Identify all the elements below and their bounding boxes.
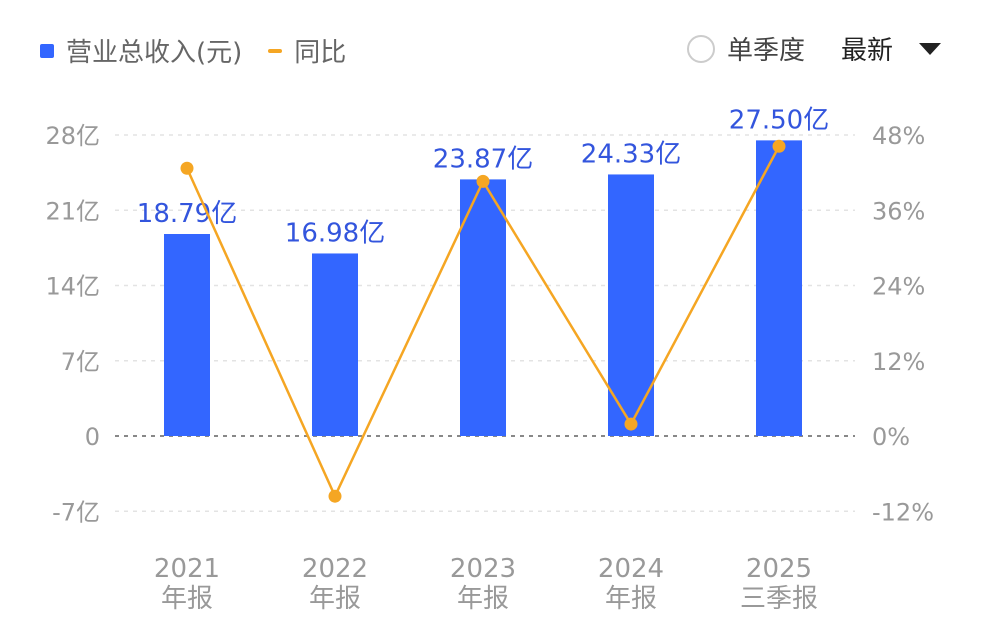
single-quarter-radio[interactable] (686, 34, 715, 63)
yoy-point (772, 139, 786, 153)
x-tick-label: 三季报 (740, 584, 818, 614)
left-tick-label: 14亿 (45, 273, 100, 301)
bar-value-label: 24.33亿 (581, 139, 681, 169)
x-tick-label: 2025 (746, 554, 812, 584)
bar (312, 253, 358, 436)
yoy-point (328, 489, 342, 503)
single-quarter-label[interactable]: 单季度 (726, 36, 805, 66)
x-tick-label: 2021 (154, 554, 220, 584)
controls: 单季度 最新 (686, 30, 941, 67)
bar-value-label: 18.79亿 (137, 199, 237, 229)
left-tick-label: 21亿 (45, 197, 100, 225)
legend: 营业总收入(元) 同比 (40, 32, 346, 69)
left-tick-label: 0 (85, 423, 100, 451)
right-tick-label: 36% (872, 197, 925, 225)
left-tick-label: 7亿 (61, 348, 100, 376)
x-tick-label: 年报 (457, 584, 509, 614)
right-tick-label: -12% (872, 498, 934, 526)
x-tick-label: 2023 (450, 554, 516, 584)
line-legend-label: 同比 (294, 38, 347, 68)
left-tick-label: -7亿 (52, 498, 100, 526)
x-tick-label: 年报 (605, 584, 657, 614)
bar (608, 174, 654, 436)
right-tick-label: 48% (872, 122, 925, 150)
bar-value-label: 16.98亿 (285, 218, 385, 248)
x-tick-label: 年报 (309, 584, 361, 614)
bar-value-label: 23.87亿 (433, 144, 533, 174)
x-tick-label: 2022 (302, 554, 368, 584)
x-tick-label: 2024 (598, 554, 664, 584)
bar (460, 179, 506, 436)
line-legend-swatch (268, 48, 283, 53)
bar (756, 140, 802, 436)
yoy-point (180, 161, 194, 175)
x-tick-label: 年报 (161, 584, 213, 614)
bar-value-label: 27.50亿 (729, 105, 829, 135)
yoy-point (624, 417, 638, 431)
chevron-down-icon[interactable] (919, 42, 941, 55)
latest-dropdown[interactable]: 最新 (840, 36, 893, 66)
bar-legend-swatch (40, 43, 54, 58)
bar-legend-label: 营业总收入(元) (66, 38, 243, 68)
bar (164, 234, 210, 436)
yoy-point (476, 174, 490, 188)
right-tick-label: 12% (872, 348, 925, 376)
right-tick-label: 0% (872, 423, 910, 451)
right-tick-label: 24% (872, 273, 925, 301)
left-tick-label: 28亿 (45, 122, 100, 150)
